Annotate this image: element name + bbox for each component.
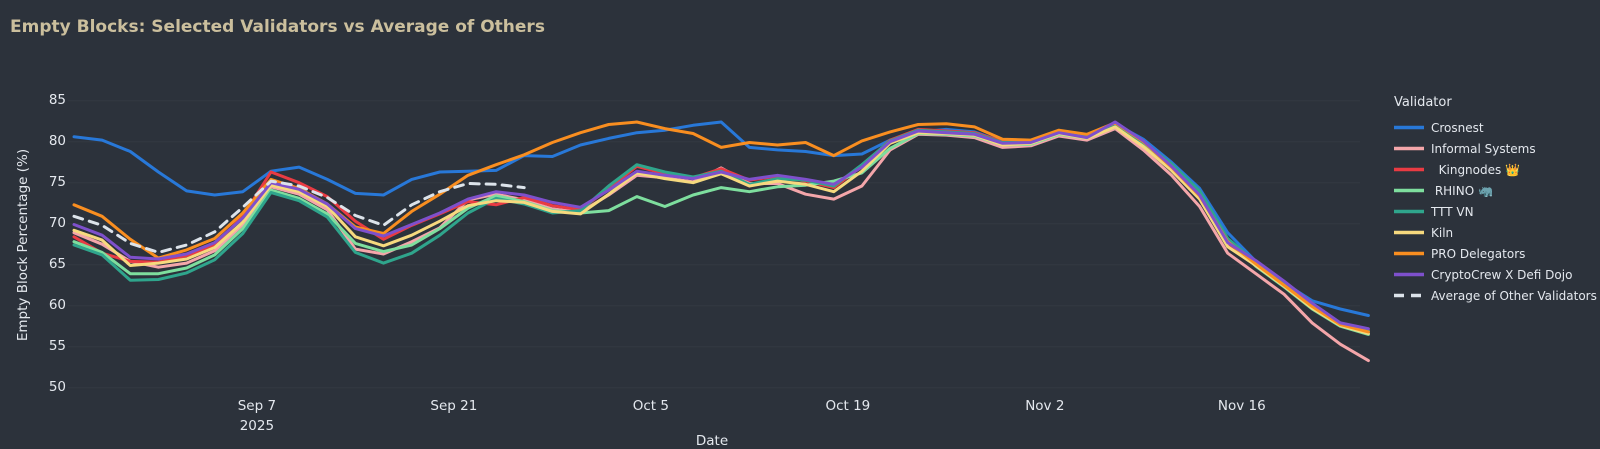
legend-swatch-cryptocrew-x-defi-dojo <box>1394 272 1424 277</box>
legend-label-pro-delegators: PRO Delegators <box>1431 246 1526 261</box>
legend-swatch-rhino <box>1394 188 1424 193</box>
series-line-average-of-other-validators <box>72 179 526 254</box>
legend-label-informal-systems: Informal Systems <box>1431 141 1536 156</box>
series-line-pro-delegators <box>72 120 1370 334</box>
series-line-kiln <box>72 125 1370 336</box>
legend-item-pro-delegators[interactable]: PRO Delegators <box>1394 243 1597 264</box>
legend-item-ttt-vn[interactable]: TTT VN <box>1394 201 1597 222</box>
x-axis-title: Date <box>695 433 729 449</box>
y-tick-75: 75 <box>48 173 66 190</box>
y-tick-60: 60 <box>48 296 66 313</box>
y-tick-80: 80 <box>48 132 66 149</box>
x-tick-oct-19: Oct 19 <box>825 398 871 414</box>
x-tick-sep-21: Sep 21 <box>430 398 478 414</box>
x-tick-oct-5: Oct 5 <box>632 398 669 414</box>
y-tick-70: 70 <box>48 214 66 231</box>
series-line-ttt-vn <box>72 123 1370 333</box>
legend-label-rhino: RHINO 🦏 <box>1431 183 1493 198</box>
legend-label-average-of-other-validators: Average of Other Validators <box>1431 288 1597 303</box>
legend-item-average-of-other-validators[interactable]: Average of Other Validators <box>1394 285 1597 306</box>
y-tick-55: 55 <box>48 337 66 354</box>
legend-swatch-average-of-other-validators <box>1394 293 1424 298</box>
legend-swatch-crosnest <box>1394 125 1424 130</box>
legend-item-kiln[interactable]: Kiln <box>1394 222 1597 243</box>
series-line-crosnest <box>72 120 1370 317</box>
legend-items: Crosnest Informal Systems Kingnodes 👑 RHI… <box>1394 117 1597 306</box>
legend-item-rhino[interactable]: RHINO 🦏 <box>1394 180 1597 201</box>
legend: Validator Crosnest Informal Systems Kingn… <box>1394 95 1597 306</box>
legend-label-cryptocrew-x-defi-dojo: CryptoCrew X Defi Dojo <box>1431 267 1573 282</box>
chart-title: Empty Blocks: Selected Validators vs Ave… <box>10 17 545 37</box>
y-tick-85: 85 <box>48 91 66 108</box>
y-tick-50: 50 <box>48 378 66 395</box>
series-line-kingnodes <box>72 123 1370 332</box>
legend-label-crosnest: Crosnest <box>1431 120 1484 135</box>
legend-label-kingnodes: Kingnodes 👑 <box>1431 162 1521 177</box>
legend-item-kingnodes[interactable]: Kingnodes 👑 <box>1394 159 1597 180</box>
legend-swatch-kingnodes <box>1394 167 1424 172</box>
legend-label-kiln: Kiln <box>1431 225 1454 240</box>
legend-title: Validator <box>1394 95 1452 110</box>
x-tick-sep-7: Sep 7 <box>237 398 277 414</box>
legend-item-cryptocrew-x-defi-dojo[interactable]: CryptoCrew X Defi Dojo <box>1394 264 1597 285</box>
legend-swatch-informal-systems <box>1394 146 1424 151</box>
legend-item-crosnest[interactable]: Crosnest <box>1394 117 1597 138</box>
legend-swatch-kiln <box>1394 230 1424 235</box>
x-tick-nov-2: Nov 2 <box>1025 398 1065 414</box>
legend-item-informal-systems[interactable]: Informal Systems <box>1394 138 1597 159</box>
legend-swatch-ttt-vn <box>1394 209 1424 214</box>
series-line-rhino <box>72 125 1370 336</box>
x-tick-nov-16: Nov 16 <box>1217 398 1266 414</box>
legend-swatch-pro-delegators <box>1394 251 1424 256</box>
x-tick-sublabel-2025: 2025 <box>239 418 275 434</box>
series-line-cryptocrew-x-defi-dojo <box>72 120 1370 331</box>
legend-label-ttt-vn: TTT VN <box>1431 204 1474 219</box>
y-tick-65: 65 <box>48 255 66 272</box>
